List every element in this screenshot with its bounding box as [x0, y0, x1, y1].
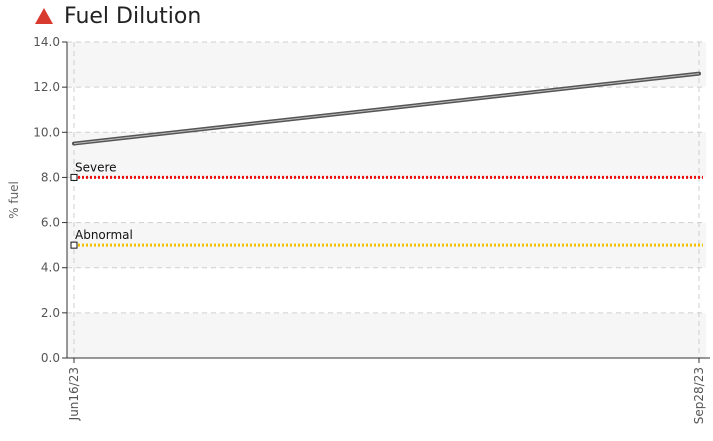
- y-tick-label: 14.0: [33, 35, 60, 49]
- tick-labels: 0.0 2.0 4.0 6.0 8.0 10.0 12.0 14.0 Jun16/23 Sep28…: [33, 35, 706, 424]
- threshold-label: Abnormal: [75, 228, 133, 242]
- y-tick-label: 10.0: [33, 125, 60, 139]
- plot-band: [67, 132, 706, 178]
- chart-title: Fuel Dilution: [64, 3, 202, 29]
- plot-bands: [67, 42, 706, 358]
- y-tick-label: 0.0: [41, 351, 60, 365]
- chart-header: Fuel Dilution: [34, 1, 201, 31]
- threshold-marker: [70, 173, 78, 181]
- plot-band: [67, 312, 706, 358]
- threshold-lines: Severe Abnormal: [70, 160, 703, 249]
- y-tick-label: 8.0: [41, 170, 60, 184]
- y-tick-label: 12.0: [33, 80, 60, 94]
- x-tick-label: Jun16/23: [67, 367, 81, 421]
- series-line-highlight: [73, 73, 700, 145]
- y-tick-label: 4.0: [41, 261, 60, 275]
- axes: [66, 42, 710, 359]
- threshold-marker: [70, 241, 78, 249]
- plot-band: [67, 42, 706, 88]
- warning-triangle-icon: [35, 8, 53, 24]
- x-tick-label: Sep28/23: [692, 367, 706, 424]
- data-series: [72, 71, 701, 146]
- threshold-label: Severe: [75, 160, 117, 174]
- gridlines: [67, 41, 706, 358]
- y-axis-title: % fuel: [7, 181, 21, 219]
- y-tick-label: 6.0: [41, 216, 60, 230]
- y-tick-label: 2.0: [41, 306, 60, 320]
